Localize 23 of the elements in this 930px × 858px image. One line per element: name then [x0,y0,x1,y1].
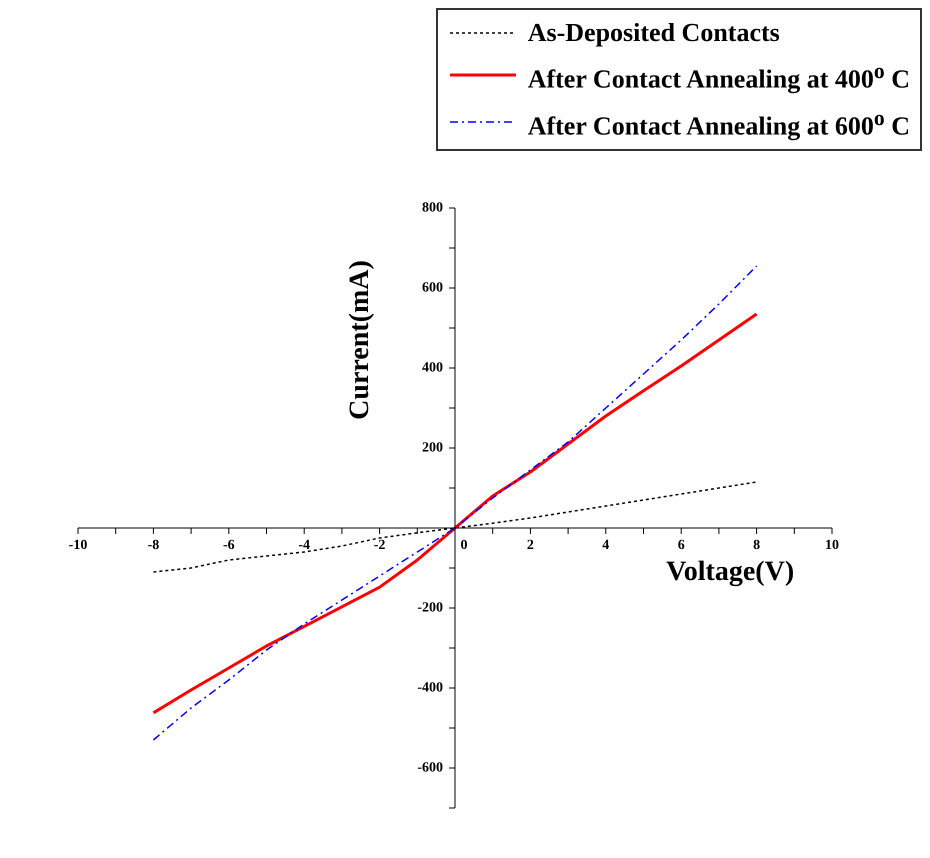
x-tick-label: 0 [460,538,468,553]
x-tick-label: 10 [825,538,839,553]
x-tick-label: -4 [298,538,310,553]
x-tick-label: 4 [602,538,610,553]
legend-label: As-Deposited Contacts [528,17,780,49]
x-tick-label: 6 [678,538,685,553]
x-tick-label: 8 [753,538,760,553]
y-tick-label: 800 [422,200,443,216]
y-tick-label: -200 [417,600,443,616]
y-tick-label: -600 [417,760,443,776]
x-tick-label: -10 [68,538,88,553]
y-tick-label: 400 [422,360,443,376]
x-tick-label: -2 [374,538,386,553]
legend-label: After Contact Annealing at 400$^{o}$ C [528,58,910,96]
x-tick-label: 2 [526,538,534,553]
y-tick-label: 600 [422,280,443,296]
x-tick-label: -8 [148,538,160,553]
x-tick-label: -6 [222,538,235,553]
x-axis-title: Voltage(V) [666,556,794,588]
legend-label: After Contact Annealing at 600$^{o}$ C [528,104,910,142]
y-tick-label: -400 [417,680,443,696]
y-axis-title: Current(mA) [344,260,376,420]
y-tick-label: 200 [422,440,443,456]
